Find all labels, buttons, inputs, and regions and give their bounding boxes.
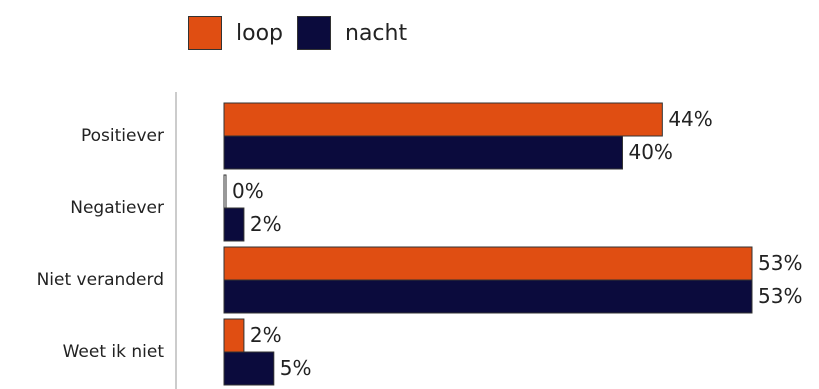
legend-label-nacht: nacht — [345, 20, 408, 46]
data-label-loop-2: 53% — [758, 251, 802, 275]
bar-loop-2 — [223, 246, 753, 281]
category-label: Weet ik niet — [63, 342, 165, 362]
bar-nacht-1 — [223, 207, 245, 242]
data-label-nacht-1: 2% — [250, 212, 282, 236]
legend-swatch-loop — [188, 16, 222, 50]
data-label-loop-0: 44% — [668, 107, 712, 131]
bars-group: Positiever 44% 40% Negatiever 0% 2% Niet veran… — [37, 102, 802, 386]
bar-nacht-0 — [223, 135, 623, 170]
category-label: Positiever — [81, 126, 164, 146]
data-label-nacht-2: 53% — [758, 284, 802, 308]
legend-swatch-nacht — [297, 16, 331, 50]
category-label: Niet veranderd — [37, 270, 164, 290]
bar-loop-0 — [223, 102, 663, 137]
legend: loop nacht — [188, 15, 421, 51]
data-label-loop-1: 0% — [232, 179, 264, 203]
legend-item-nacht: nacht — [297, 16, 407, 50]
data-label-nacht-3: 5% — [280, 356, 312, 380]
data-label-loop-3: 2% — [250, 323, 282, 347]
bar-loop-3 — [223, 318, 245, 353]
category-label: Negatiever — [70, 198, 164, 218]
bar-nacht-2 — [223, 279, 753, 314]
legend-item-loop: loop — [188, 16, 283, 50]
bar-nacht-3 — [223, 351, 275, 386]
legend-label-loop: loop — [236, 20, 283, 46]
bar-loop-1 — [223, 174, 227, 209]
data-label-nacht-0: 40% — [628, 140, 672, 164]
